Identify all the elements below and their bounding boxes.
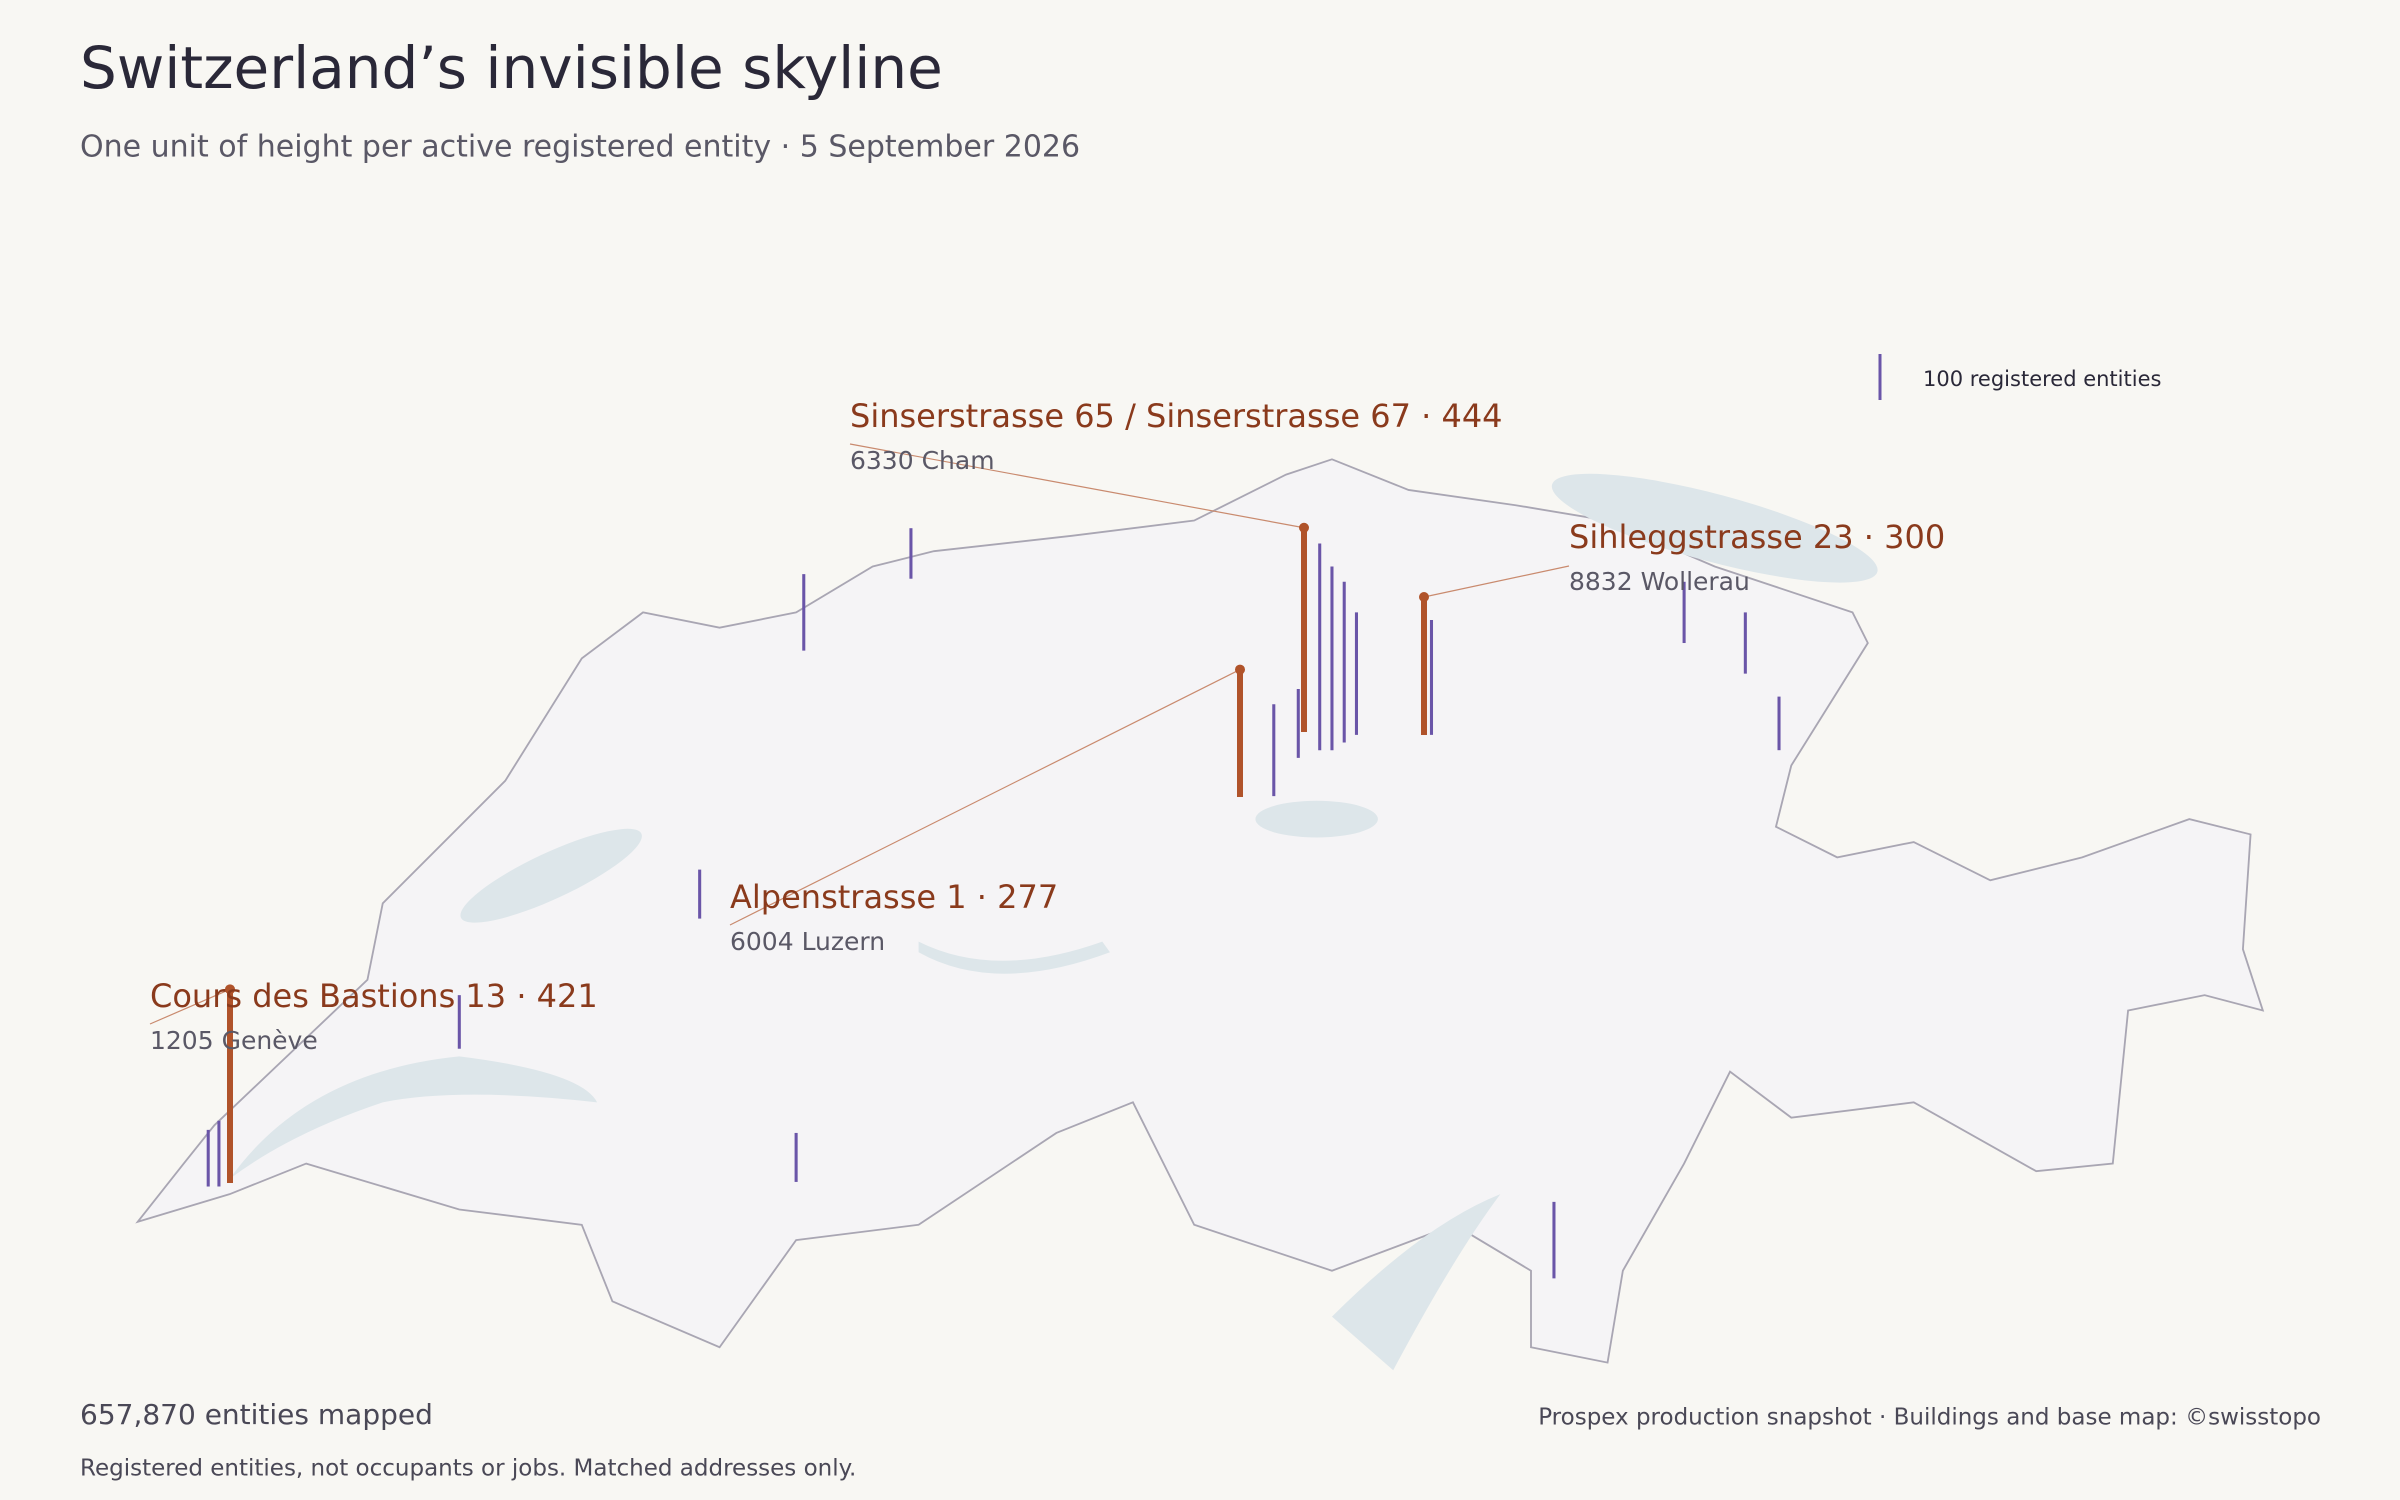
spike-top [1419,592,1429,602]
leader-line [729,669,1241,926]
entity-count: 657,870 entities mapped [80,1398,433,1431]
spike-top [1235,664,1245,675]
lake [1255,800,1378,838]
spike-top [225,984,235,995]
minor-spikes [206,528,1781,1279]
annotation-place: 6330 Cham [850,446,995,475]
annotation-place: 6004 Luzern [730,927,885,956]
country-outline [135,458,2265,1364]
annotation-label: Sinserstrasse 65 / Sinserstrasse 67 · 44… [850,397,1503,435]
lake [1331,1194,1501,1371]
leader-line [149,988,231,1025]
lake [918,941,1110,974]
lake [460,828,642,923]
subtitle: One unit of height per active registered… [80,130,1080,165]
footnote: Registered entities, not occupants or jo… [80,1456,856,1482]
credit: Prospex production snapshot · Buildings … [1538,1405,2321,1431]
annotation-label: Sihleggstrasse 23 · 300 [1569,518,1945,556]
base-map [135,458,2265,1371]
annotation-place: 1205 Genève [150,1026,318,1055]
annotation-label: Cours des Bastions 13 · 421 [150,977,598,1015]
title: Switzerland’s invisible skyline [80,34,943,102]
lakes [229,473,1878,1371]
annotation-place: 8832 Wollerau [1569,567,1750,596]
leader-line [849,443,1305,529]
leader-line [1423,565,1570,598]
lake [1551,473,1878,583]
legend-label: 100 registered entities [1923,367,2161,391]
lake [229,1056,598,1179]
annotation-label: Alpenstrasse 1 · 277 [730,878,1058,916]
spike-top [1299,522,1309,533]
